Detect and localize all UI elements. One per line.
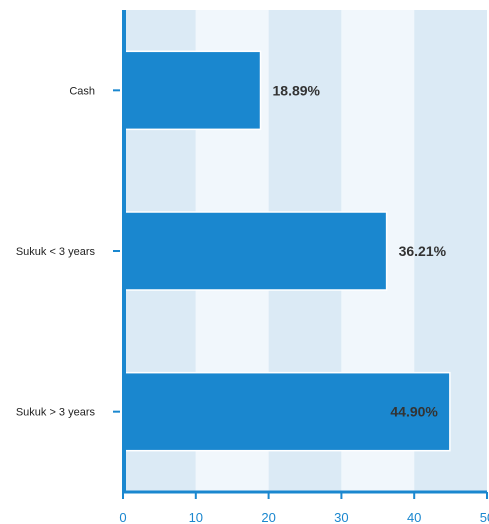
labels: Cash 18.89% Sukuk < 3 years 36.21% Sukuk > 3… [16, 82, 489, 524]
value-label: 18.89% [273, 82, 321, 98]
value-label: 36.21% [399, 243, 447, 259]
bar [122, 50, 262, 131]
x-tick-label: 50 [480, 510, 489, 524]
bar [122, 371, 451, 452]
value-label: 44.90% [390, 404, 438, 420]
category-label: Cash [69, 85, 95, 97]
bar [122, 211, 388, 291]
x-tick-label: 0 [119, 510, 126, 524]
x-tick-label: 10 [189, 510, 203, 524]
x-tick-label: 20 [261, 510, 275, 524]
axes [113, 10, 488, 499]
x-tick-label: 40 [407, 510, 421, 524]
bar-series [122, 50, 451, 452]
category-label: Sukuk > 3 years [16, 407, 96, 419]
category-label: Sukuk < 3 years [16, 246, 96, 258]
x-tick-label: 30 [334, 510, 348, 524]
